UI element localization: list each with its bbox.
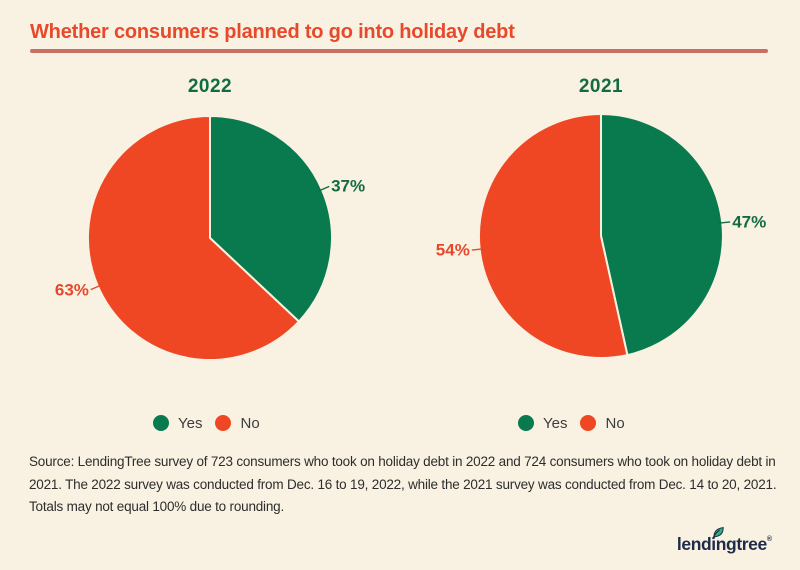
registered-mark: ®	[766, 536, 772, 543]
legend-dot-yes	[518, 415, 534, 431]
legend-dot-no	[215, 415, 232, 431]
pie-svg-2022	[86, 114, 333, 361]
legend-item-yes: Yes	[153, 415, 202, 432]
pie-chart-2022: 37% 63%	[55, 108, 365, 368]
page-title: Whether consumers planned to go into hol…	[30, 21, 515, 43]
legend-label-no: No	[240, 414, 260, 432]
legend-dot-yes	[153, 415, 169, 431]
legend-item-yes: Yes	[518, 415, 567, 432]
slice-label-no: 54%	[435, 240, 470, 260]
lendingtree-logo: lendingtree®	[676, 527, 772, 557]
chart-heading-2022: 2022	[187, 76, 233, 97]
label-tick-no	[471, 248, 484, 251]
leaf-icon	[711, 527, 724, 540]
label-tick-no	[90, 284, 102, 291]
legend-dot-no	[580, 415, 597, 431]
label-tick-yes	[318, 185, 330, 192]
title-underline-rule	[30, 49, 768, 53]
source-line-1: Source: LendingTree survey of 723 consum…	[29, 454, 776, 469]
legend-2022: Yes No	[153, 414, 260, 432]
pie-chart-2021: 47% 54%	[436, 106, 766, 366]
logo-text: lendingtree	[676, 534, 767, 554]
slice-label-yes: 37%	[331, 176, 366, 196]
slice-label-no: 63%	[54, 280, 89, 300]
label-tick-yes	[718, 221, 731, 224]
legend-label-yes: Yes	[543, 414, 568, 432]
slice-label-yes: 47%	[732, 212, 767, 232]
source-text: Source: LendingTree survey of 723 consum…	[29, 451, 777, 519]
source-line-3: Totals may not equal 100% due to roundin…	[29, 499, 285, 514]
chart-heading-2021: 2021	[578, 76, 624, 97]
legend-label-no: No	[605, 414, 625, 432]
pie-svg-2021	[471, 112, 731, 359]
legend-item-no: No	[580, 414, 625, 432]
legend-2021: Yes No	[518, 414, 625, 432]
legend-label-yes: Yes	[178, 414, 203, 432]
legend-item-no: No	[215, 414, 260, 432]
source-line-2: 2021. The 2022 survey was conducted from…	[29, 476, 777, 492]
